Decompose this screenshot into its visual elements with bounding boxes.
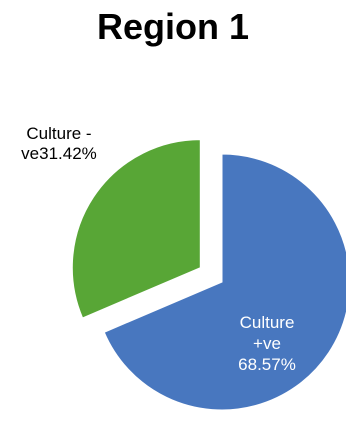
slice-label-negative-percent: 31.42% <box>39 144 97 163</box>
slice-label-positive-percent: 68.57% <box>238 355 296 374</box>
slice-label-culture-positive: Culture +ve 68.57% <box>214 312 320 375</box>
chart-title: Region 1 <box>96 6 249 47</box>
pie-slice-culture-negative <box>71 139 201 319</box>
slice-label-negative-suffix: ve <box>21 144 40 163</box>
slice-label-positive-line2: +ve <box>253 334 281 353</box>
slice-label-negative-line1: Culture - <box>26 124 92 143</box>
slice-label-negative-line2: ve31.42% <box>0 144 118 164</box>
pie-slice-culture-positive <box>103 153 346 411</box>
slice-label-positive-line1: Culture <box>239 313 295 332</box>
slice-label-culture-negative: Culture - ve31.42% <box>0 124 118 164</box>
